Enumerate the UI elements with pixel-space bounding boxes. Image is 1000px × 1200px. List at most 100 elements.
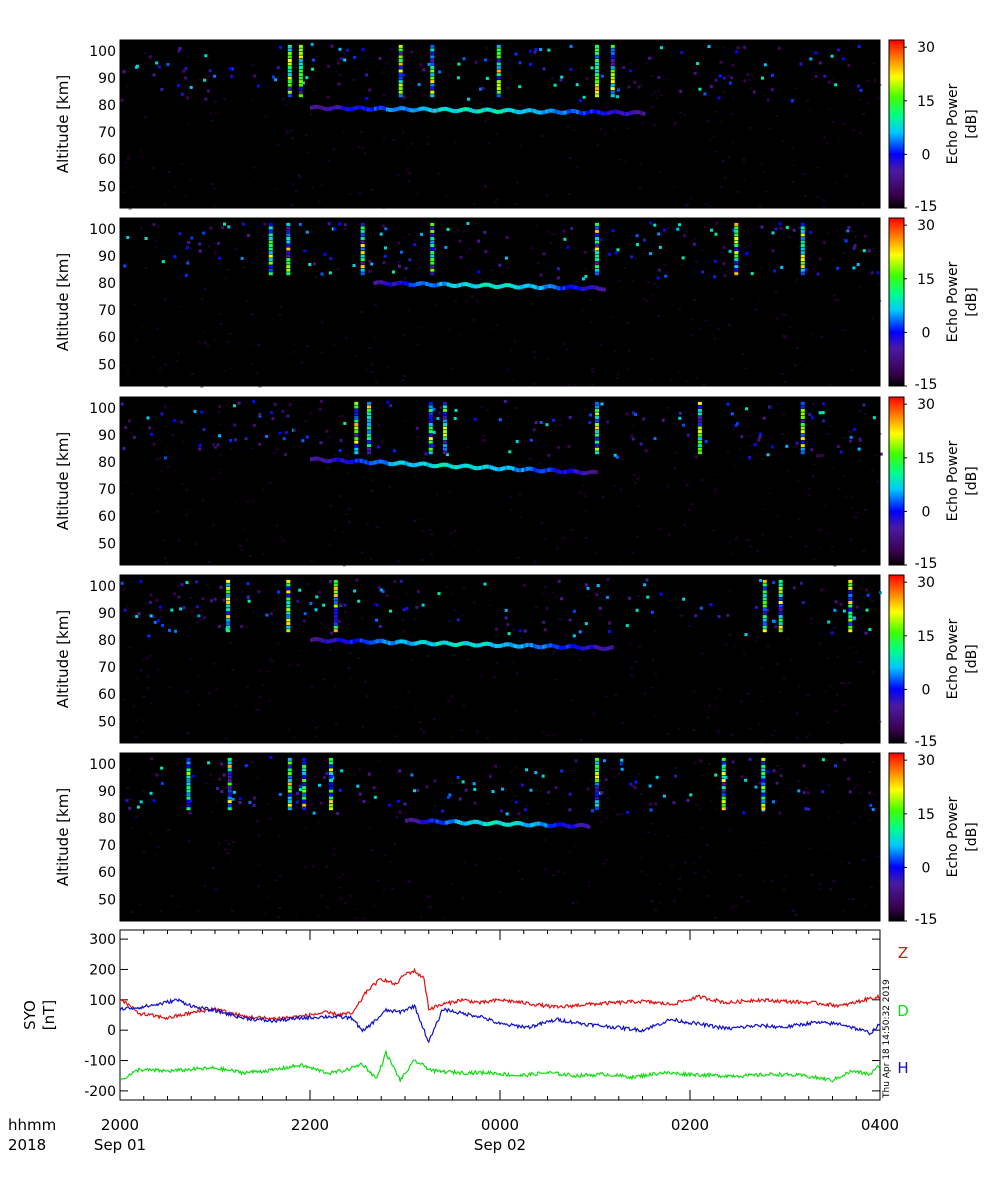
- panel-background: [120, 753, 880, 921]
- echo-pixel: [189, 799, 193, 803]
- echo-column-pixel: [298, 90, 303, 94]
- noise-pixel: [187, 508, 191, 511]
- timestamp-label: Thu Apr 18 14:50:32 2019: [882, 979, 892, 1099]
- noise-pixel: [847, 430, 851, 433]
- x-tick-label: 0200: [671, 1116, 709, 1134]
- noise-pixel: [831, 466, 835, 469]
- echo-pixel: [386, 400, 390, 404]
- noise-pixel: [229, 642, 232, 644]
- noise-pixel: [448, 328, 452, 331]
- layer-pixel: [580, 646, 583, 651]
- echo-pixel: [779, 774, 783, 777]
- noise-pixel: [806, 256, 810, 259]
- noise-pixel: [349, 265, 353, 267]
- echo-column-pixel: [354, 405, 359, 409]
- noise-pixel: [298, 176, 302, 178]
- noise-pixel: [554, 232, 558, 235]
- noise-pixel: [703, 226, 707, 228]
- layer-pixel: [521, 109, 525, 114]
- y-axis-label: Altitude [km]: [54, 432, 72, 530]
- echo-pixel: [634, 780, 638, 784]
- noise-pixel: [337, 268, 340, 271]
- echo-pixel: [437, 592, 441, 596]
- noise-pixel: [620, 813, 624, 816]
- echo-pixel: [329, 257, 333, 261]
- echo-column-pixel: [778, 579, 783, 583]
- echo-pixel: [177, 49, 181, 53]
- noise-pixel: [251, 64, 255, 67]
- layer-pixel: [576, 286, 580, 291]
- echo-pixel: [120, 402, 124, 406]
- echo-pixel: [150, 757, 154, 761]
- noise-pixel: [153, 772, 157, 775]
- layer-pixel: [446, 282, 450, 287]
- echo-pixel: [728, 81, 732, 85]
- noise-pixel: [870, 469, 874, 472]
- echo-column-pixel: [595, 401, 599, 405]
- noise-pixel: [825, 141, 829, 144]
- noise-pixel: [224, 839, 227, 842]
- layer-pixel: [633, 110, 636, 115]
- noise-pixel: [653, 832, 657, 835]
- echo-pixel: [726, 613, 730, 617]
- noise-pixel: [555, 678, 559, 681]
- noise-pixel: [135, 718, 139, 721]
- echo-column-pixel: [286, 590, 291, 594]
- noise-pixel: [477, 780, 481, 783]
- echo-pixel: [836, 445, 840, 449]
- noise-pixel: [383, 853, 387, 856]
- echo-column-pixel: [329, 772, 333, 775]
- echo-pixel: [308, 263, 312, 266]
- echo-column-pixel: [286, 629, 291, 633]
- layer-pixel: [412, 463, 416, 468]
- echo-pixel: [820, 588, 824, 592]
- layer-pixel: [437, 641, 441, 646]
- echo-column-pixel: [430, 55, 435, 59]
- noise-pixel: [333, 529, 337, 532]
- echo-pixel: [153, 620, 157, 624]
- noise-pixel: [344, 52, 348, 55]
- echo-pixel: [627, 85, 631, 89]
- echo-pixel: [770, 73, 774, 77]
- noise-pixel: [781, 232, 785, 235]
- layer-pixel: [528, 823, 531, 828]
- echo-pixel: [777, 46, 781, 50]
- echo-pixel: [635, 608, 639, 612]
- noise-pixel: [201, 499, 205, 502]
- noise-pixel: [558, 618, 562, 621]
- echo-column-pixel: [734, 229, 739, 233]
- echo-pixel: [620, 758, 624, 762]
- noise-pixel: [811, 403, 815, 406]
- echo-column-pixel: [398, 76, 403, 80]
- noise-pixel: [827, 847, 831, 850]
- noise-pixel: [816, 51, 820, 54]
- echo-column-pixel: [329, 779, 333, 782]
- noise-pixel: [212, 241, 216, 244]
- noise-pixel: [168, 686, 172, 688]
- noise-pixel: [218, 313, 222, 316]
- layer-pixel: [553, 285, 557, 290]
- noise-pixel: [836, 299, 840, 302]
- noise-pixel: [760, 458, 764, 460]
- noise-pixel: [388, 860, 392, 863]
- echo-column-pixel: [496, 69, 501, 73]
- noise-pixel: [129, 432, 133, 435]
- noise-pixel: [776, 662, 779, 665]
- echo-pixel: [599, 238, 603, 242]
- echo-pixel: [135, 64, 139, 68]
- echo-pixel: [155, 773, 159, 777]
- layer-pixel: [375, 280, 379, 285]
- noise-pixel: [792, 909, 796, 912]
- echo-column-pixel: [302, 768, 307, 772]
- echo-column-pixel: [595, 793, 599, 797]
- noise-pixel: [176, 352, 180, 355]
- echo-pixel: [378, 586, 381, 590]
- echo-pixel: [213, 597, 217, 601]
- echo-pixel: [849, 435, 853, 439]
- noise-pixel: [567, 193, 571, 195]
- echo-pixel: [397, 799, 400, 803]
- echo-column-pixel: [226, 586, 231, 590]
- noise-pixel: [198, 618, 202, 621]
- layer-pixel: [508, 283, 512, 288]
- layer-pixel: [402, 460, 406, 465]
